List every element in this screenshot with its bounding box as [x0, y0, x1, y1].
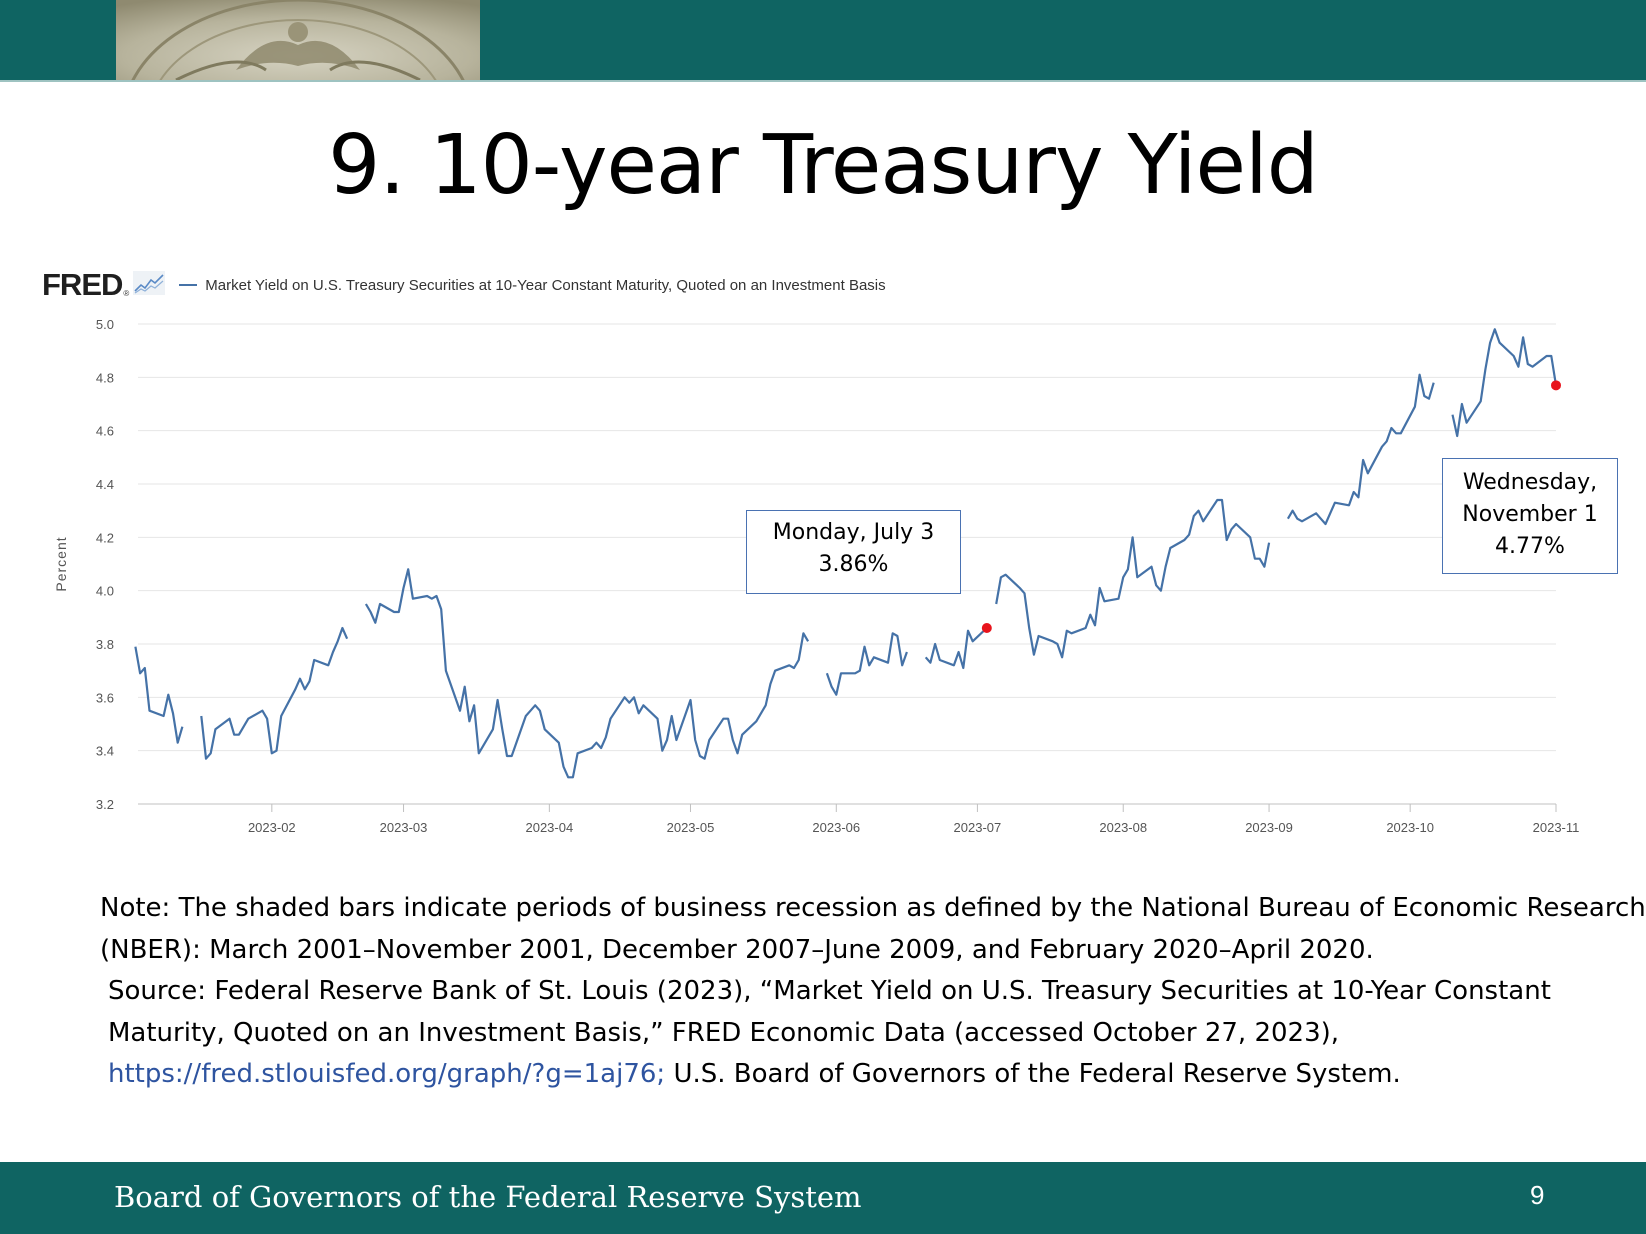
y-tick-label: 3.2: [96, 797, 114, 812]
fred-header: FRED ® Market Yield on U.S. Treasury Sec…: [42, 266, 886, 304]
legend-series-label: Market Yield on U.S. Treasury Securities…: [205, 276, 886, 294]
y-axis-title: Percent: [53, 536, 69, 591]
x-tick-label: 2023-06: [812, 820, 860, 835]
source-link[interactable]: https://fred.stlouisfed.org/graph/?g=1aj…: [108, 1059, 666, 1089]
y-tick-label: 3.6: [96, 690, 114, 705]
x-tick-label: 2023-04: [525, 820, 573, 835]
bottom-banner: [0, 1162, 1646, 1234]
callout-november-weekday: Wednesday,: [1462, 470, 1598, 495]
series-line-segment: [924, 627, 988, 670]
top-divider: [0, 80, 1646, 82]
y-tick-label: 4.2: [96, 530, 114, 545]
series-line-segment: [200, 626, 349, 760]
callout-july-date: Monday, July 3: [772, 520, 935, 545]
sparkline-chart-icon: [133, 271, 166, 299]
y-tick-label: 4.6: [96, 424, 114, 439]
y-tick-label: 4.0: [96, 584, 114, 599]
legend-swatch: [179, 284, 198, 286]
note-paragraph: Note: The shaded bars indicate periods o…: [46, 888, 1646, 971]
x-tick-label: 2023-10: [1386, 820, 1434, 835]
highlight-point: [981, 623, 992, 633]
fred-logo: FRED: [42, 267, 123, 302]
source-suffix: U.S. Board of Governors of the Federal R…: [673, 1059, 1401, 1089]
series-line-segment: [1451, 328, 1558, 438]
callout-november-1: Wednesday, November 1 4.77%: [1442, 458, 1618, 574]
callout-november-date: November 1: [1462, 502, 1598, 527]
x-tick-label: 2023-07: [954, 820, 1002, 835]
y-tick-label: 3.4: [96, 744, 114, 759]
y-tick-label: 4.4: [96, 477, 114, 492]
x-tick-label: 2023-08: [1099, 820, 1147, 835]
slide-title: 9. 10-year Treasury Yield: [328, 118, 1319, 213]
yield-line-chart: 3.2 3.4 3.6 3.8 4.0 4.2 4.4 4.6 4.8 5.0 2023-02 202…: [53, 317, 1580, 835]
series-line-segment: [134, 646, 184, 744]
x-tick-label: 2023-09: [1245, 820, 1293, 835]
x-tick-label: 2023-11: [1533, 820, 1580, 835]
notes-block: Note: The shaded bars indicate periods o…: [46, 888, 1646, 1096]
y-tick-label: 5.0: [96, 317, 114, 332]
x-tick-label: 2023-02: [248, 820, 296, 835]
y-tick-label: 4.8: [96, 370, 114, 385]
series-line-segment: [995, 498, 1271, 659]
callout-july-value: 3.86%: [818, 552, 889, 577]
y-tick-label: 3.8: [96, 637, 114, 652]
callout-july-3: Monday, July 3 3.86%: [746, 510, 961, 594]
note-text: Note: The shaded bars indicate periods o…: [100, 893, 1646, 965]
callout-november-value: 4.77%: [1495, 534, 1565, 559]
highlight-point: [1551, 380, 1561, 391]
series-line-segment: [825, 632, 908, 696]
x-tick-label: 2023-05: [667, 820, 715, 835]
series-line-segment: [364, 568, 810, 779]
fred-registered-mark: ®: [123, 288, 130, 298]
series-line-segment: [1286, 373, 1435, 526]
x-tick-label: 2023-03: [380, 820, 428, 835]
source-text: Source: Federal Reserve Bank of St. Loui…: [108, 976, 1551, 1048]
federal-reserve-seal-image: [116, 0, 480, 80]
source-paragraph: Source: Federal Reserve Bank of St. Loui…: [46, 971, 1646, 1096]
page-number: 9: [1530, 1180, 1545, 1210]
footer-institution: Board of Governors of the Federal Reserv…: [114, 1180, 862, 1214]
